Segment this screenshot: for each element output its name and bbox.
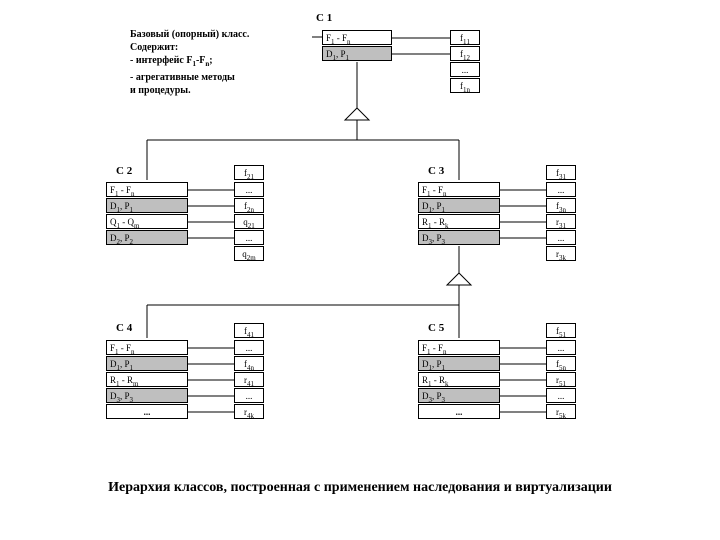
c4-row-0-right: ... [234, 340, 264, 355]
c5-row-2-right: r51 [546, 372, 576, 387]
c4-row-1-left: D1, P1 [106, 356, 188, 371]
c4-row-3-left: D3, P3 [106, 388, 188, 403]
c3-row-3-left: D3, P3 [418, 230, 500, 245]
c3-tail-0: r3k [546, 246, 576, 261]
c5-row-0-left: F1 - Fn [418, 340, 500, 355]
c4-row-3-right: ... [234, 388, 264, 403]
c5-row-0-right: ... [546, 340, 576, 355]
c2-row-2-left: Q1 - Qm [106, 214, 188, 229]
c5-row-3-left: D3, P3 [418, 388, 500, 403]
c2-tail-0: q2m [234, 246, 264, 261]
c2-row-1-left: D1, P1 [106, 198, 188, 213]
c3-row-0-right: ... [546, 182, 576, 197]
c3-row-2-right: r31 [546, 214, 576, 229]
c3-title: C 3 [428, 165, 444, 177]
c3-row-1-left: D1, P1 [418, 198, 500, 213]
c4-row-4-right: r4k [234, 404, 264, 419]
c3-row-3-right: ... [546, 230, 576, 245]
c2-row-3-right: ... [234, 230, 264, 245]
c4-row-2-right: r41 [234, 372, 264, 387]
caption: Иерархия классов, построенная с применен… [0, 480, 720, 496]
c5-row-1-right: f5n [546, 356, 576, 371]
c5-row-3-right: ... [546, 388, 576, 403]
connector-lines [0, 0, 720, 540]
c5-row-4-left: ... [418, 404, 500, 419]
c3-small-top: f31 [546, 165, 576, 180]
c4-title: C 4 [116, 322, 132, 334]
c2-row-2-right: q21 [234, 214, 264, 229]
c4-row-2-left: R1 - Rm [106, 372, 188, 387]
c4-row-1-right: f4n [234, 356, 264, 371]
c1-row-0-right: f11 [450, 30, 480, 45]
c4-row-0-left: F1 - Fn [106, 340, 188, 355]
c1-title: C 1 [316, 12, 332, 24]
c3-row-1-right: f3n [546, 198, 576, 213]
c2-row-0-left: F1 - Fn [106, 182, 188, 197]
c1-tail-0: ... [450, 62, 480, 77]
c1-tail-1: f1n [450, 78, 480, 93]
c1-row-1-right: f12 [450, 46, 480, 61]
c2-row-0-right: ... [234, 182, 264, 197]
diagram-canvas: C 1 Базовый (опорный) класс.Содержит:- и… [0, 0, 720, 540]
c5-title: C 5 [428, 322, 444, 334]
c2-small-top: f21 [234, 165, 264, 180]
c3-row-2-left: R1 - Rk [418, 214, 500, 229]
c2-row-1-right: f2n [234, 198, 264, 213]
c5-row-4-right: r5k [546, 404, 576, 419]
c1-row-1-left: D1, P1 [322, 46, 392, 61]
c1-row-0-left: F1 - Fn [322, 30, 392, 45]
c1-desc: Базовый (опорный) класс.Содержит:- интер… [130, 28, 305, 97]
c5-row-1-left: D1, P1 [418, 356, 500, 371]
c5-row-2-left: R1 - Rk [418, 372, 500, 387]
c4-small-top: f41 [234, 323, 264, 338]
c4-row-4-left: ... [106, 404, 188, 419]
c3-row-0-left: F1 - Fn [418, 182, 500, 197]
c2-title: C 2 [116, 165, 132, 177]
c2-row-3-left: D2, P2 [106, 230, 188, 245]
c5-small-top: f51 [546, 323, 576, 338]
